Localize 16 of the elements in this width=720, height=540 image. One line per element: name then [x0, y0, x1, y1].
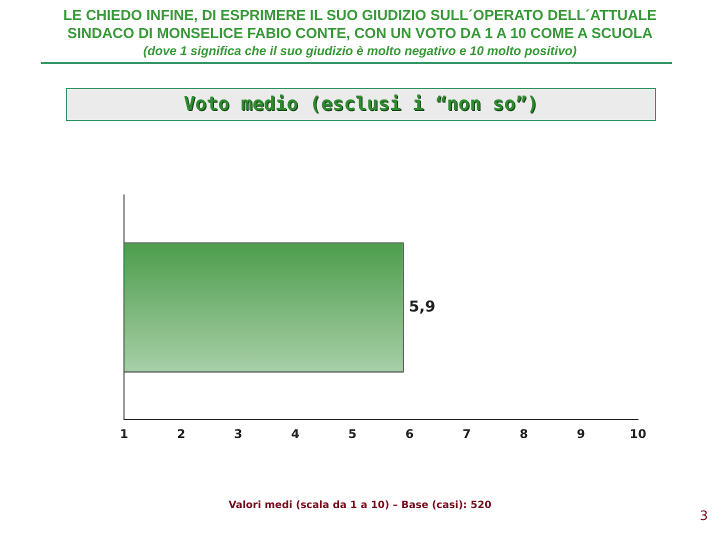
- text: Valori medi (scala da 1 a 10) – Base (casi): 520: [228, 500, 492, 511]
- x-tick-label: 4: [291, 426, 300, 441]
- text: Voto medio (esclusi i “non so”): [66, 88, 656, 121]
- x-tick-label: 10: [630, 426, 646, 441]
- x-tick-label: 9: [576, 426, 586, 441]
- chart-title: LE CHIEDO INFINE, DI ESPRIMERE IL SUO GIUDIZIO SULL´OPERATO DELL´ATTUALE SINDACO DI MONSELICE FABIO CONTE, CON UN VOTO DA 1 A 10 COME A SCUOLA: [62, 7, 658, 43]
- x-tick-label: 1: [120, 426, 128, 441]
- x-tick-label: 3: [234, 426, 242, 441]
- text: 3: [700, 509, 708, 524]
- x-tick-label: 6: [405, 426, 414, 441]
- x-tick-label: 7: [462, 426, 471, 441]
- x-tick-label: 2: [176, 426, 186, 441]
- data-label: 5,9: [408, 297, 436, 316]
- chart-subtitle: (dove 1 significa che il suo giudizio è molto negativo e 10 molto positivo): [142, 43, 578, 59]
- x-tick-label: 8: [520, 426, 528, 441]
- x-tick-label: 5: [348, 426, 357, 441]
